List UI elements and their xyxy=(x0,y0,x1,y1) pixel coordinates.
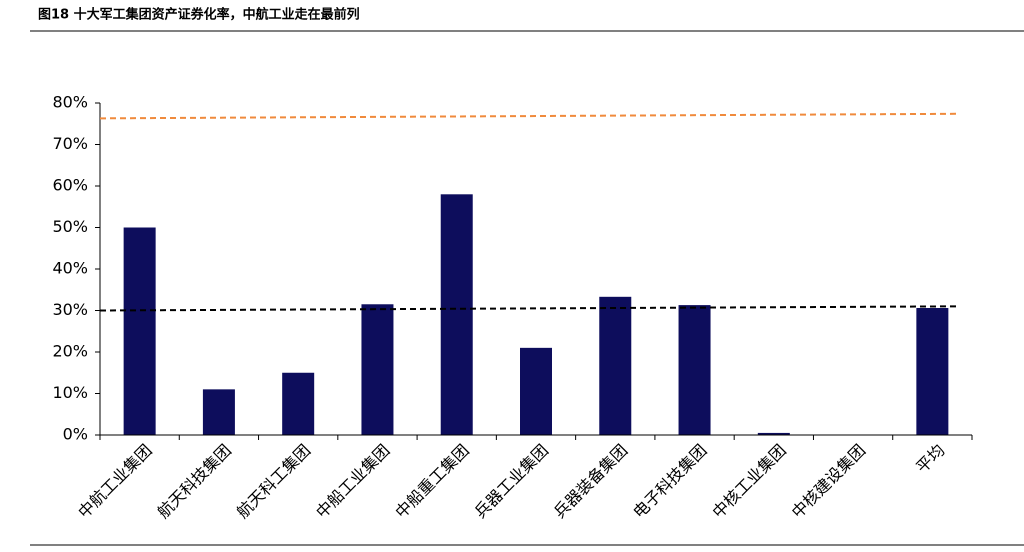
chart-title: 图18 十大军工集团资产证券化率，中航工业走在最前列 xyxy=(38,7,360,23)
x-tick-label: 电子科技集团 xyxy=(629,441,710,522)
y-tick-label: 10% xyxy=(52,383,88,402)
bar xyxy=(123,227,156,435)
bar xyxy=(361,304,394,435)
x-tick-label: 航天科工集团 xyxy=(233,441,314,522)
bar xyxy=(599,296,632,435)
reference-line xyxy=(99,305,959,312)
y-tick-label: 30% xyxy=(52,300,88,319)
bar xyxy=(757,432,790,435)
bar xyxy=(282,372,315,435)
x-tick-label: 中核建设集团 xyxy=(788,441,869,522)
y-tick-label: 70% xyxy=(52,134,88,153)
bar xyxy=(520,347,552,435)
y-tick-label: 60% xyxy=(52,176,88,195)
x-tick-label: 中船工业集团 xyxy=(312,441,393,522)
reference-line xyxy=(99,112,959,120)
y-tick-label: 0% xyxy=(63,425,88,444)
bar xyxy=(202,389,235,435)
x-tick-label: 兵器装备集团 xyxy=(550,441,631,522)
x-tick-label: 兵器工业集团 xyxy=(471,441,552,522)
bar xyxy=(440,194,473,435)
x-tick-label: 中核工业集团 xyxy=(709,441,790,522)
x-tick-label: 航天科技集团 xyxy=(154,441,235,522)
x-tick-label: 中航工业集团 xyxy=(74,441,155,522)
x-tick-label: 平均 xyxy=(912,441,948,477)
y-tick-label: 40% xyxy=(52,259,88,278)
y-tick-label: 50% xyxy=(52,217,88,236)
y-tick-label: 20% xyxy=(52,342,88,361)
y-tick-label: 80% xyxy=(52,93,88,112)
bar xyxy=(916,308,949,435)
x-tick-label: 中船重工集团 xyxy=(391,441,472,522)
bar xyxy=(678,305,711,435)
